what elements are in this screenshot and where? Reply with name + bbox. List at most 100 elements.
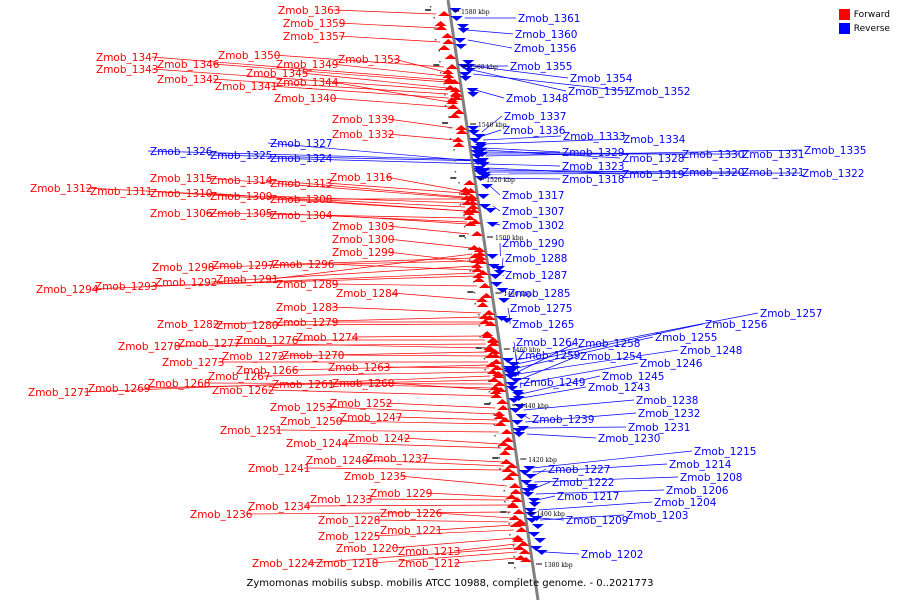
gene-label-zmob-1268: Zmob_1268 [148,378,210,390]
leader-line [435,512,512,519]
gene-label-zmob-1221: Zmob_1221 [380,525,442,537]
forward-gene-feature [476,270,489,275]
marker-dot [469,270,471,272]
leader-line [373,519,513,523]
forward-gene-feature [466,200,479,205]
gene-label-zmob-1318: Zmob_1318 [562,174,624,186]
gene-label-zmob-1321: Zmob_1321 [742,167,804,179]
leader-line [535,481,551,489]
leader-line [495,223,501,226]
leader-line [475,89,505,99]
leader-line [486,163,561,167]
gene-label-zmob-1285: Zmob_1285 [508,288,570,300]
leader-line [489,185,501,196]
reverse-gene-feature [528,532,541,537]
kbp-label: 1380 kbp [544,562,573,569]
leader-line [203,382,492,385]
forward-gene-feature [452,142,465,147]
reverse-gene-feature [456,24,469,29]
forward-gene-feature [501,467,514,472]
marker-dot [513,556,515,558]
gene-label-zmob-1220: Zmob_1220 [336,543,398,555]
leader-line [383,366,490,369]
gene-label-zmob-1360: Zmob_1360 [515,29,577,41]
gene-label-zmob-1323: Zmob_1323 [562,161,624,173]
forward-gene-feature [508,515,521,520]
reverse-gene-feature [528,502,541,507]
marker-dot [512,545,515,547]
forward-gene-feature [509,489,522,494]
marker-dot [433,17,436,19]
marker-dot [499,468,501,470]
gene-label-zmob-1290: Zmob_1290 [502,238,564,250]
reverse-gene-feature [530,546,543,551]
leader-line [351,335,485,338]
reverse-gene-feature [454,38,466,43]
leader-line [527,433,597,439]
gene-label-zmob-1251: Zmob_1251 [220,425,282,437]
gene-label-zmob-1229: Zmob_1229 [370,488,432,500]
gene-label-zmob-1234: Zmob_1234 [248,501,311,513]
leader-line [387,382,493,391]
leader-line [425,492,509,498]
forward-gene-feature [463,215,476,220]
gene-label-zmob-1275: Zmob_1275 [510,303,572,315]
marker-dot [439,72,442,74]
forward-gene-feature [464,221,477,226]
gene-label-zmob-1302: Zmob_1302 [502,220,564,232]
leader-line [327,383,493,389]
leader-line [391,537,515,549]
leader-line [338,35,441,43]
reverse-gene-feature [508,398,520,403]
marker-dot [449,138,452,140]
leader-line [270,85,449,99]
reverse-gene-feature [506,386,519,391]
leader-line [210,265,474,283]
gene-label-zmob-1287: Zmob_1287 [505,270,567,282]
forward-gene-feature [450,92,463,97]
gene-label-zmob-1348: Zmob_1348 [506,93,568,105]
forward-gene-feature [496,399,509,404]
leader-line [361,459,504,467]
reverse-gene-feature [501,318,513,323]
forward-gene-feature [483,347,496,352]
marker-dot [517,578,520,580]
reverse-gene-feature [457,28,470,33]
leader-line [245,511,511,515]
forward-gene-feature [444,85,457,90]
reverse-gene-feature [504,374,517,379]
gene-label-zmob-1300: Zmob_1300 [332,234,394,246]
gene-label-zmob-1289: Zmob_1289 [276,279,338,291]
reverse-gene-feature [515,414,528,419]
forward-gene-feature [493,414,506,419]
gene-label-zmob-1206: Zmob_1206 [666,485,729,497]
leader-line [205,177,464,199]
reverse-gene-feature [459,76,472,81]
marker-dot [504,501,506,503]
gene-label-zmob-1222: Zmob_1222 [552,477,614,489]
leader-line [331,306,481,314]
kbp-label: 1420 kbp [528,457,557,464]
forward-swatch [838,9,850,20]
gene-label-zmob-1225: Zmob_1225 [318,531,380,543]
gene-label-zmob-1269: Zmob_1269 [88,383,150,395]
reverse-gene-feature [466,88,479,93]
gene-label-zmob-1324: Zmob_1324 [270,153,333,165]
reverse-gene-feature [450,16,463,21]
kbp-label: 1440 kbp [520,403,549,410]
leader-line [387,251,474,263]
gene-label-zmob-1215: Zmob_1215 [694,446,756,458]
reverse-gene-feature [524,508,537,513]
kbp-label: 1500 kbp [495,235,524,242]
gene-label-zmob-1294: Zmob_1294 [36,284,99,296]
gene-label-zmob-1271: Zmob_1271 [28,387,90,399]
marker-dot [502,479,505,481]
gene-label-zmob-1354: Zmob_1354 [570,73,633,85]
gene-label-zmob-1259: Zmob_1259 [518,350,580,362]
gene-label-zmob-1208: Zmob_1208 [680,472,742,484]
forward-gene-feature [493,411,506,416]
gene-label-zmob-1326: Zmob_1326 [150,146,213,158]
leader-line [488,172,801,175]
marker-dot [459,204,462,206]
